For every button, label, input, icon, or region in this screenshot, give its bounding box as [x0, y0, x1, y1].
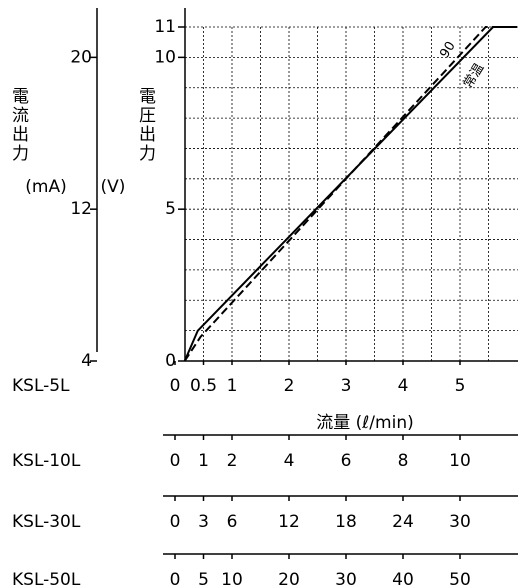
x-tick-label: 0: [170, 376, 181, 396]
x-tick-label: 3: [341, 376, 352, 396]
scale-name: KSL-10L: [12, 451, 81, 471]
scale-tick-label: 1: [198, 451, 209, 471]
x-tick-label: 1: [227, 376, 238, 396]
scale-tick-label: 6: [341, 451, 352, 471]
y-unit: (V): [101, 177, 126, 197]
scale-name: KSL-5L: [12, 376, 70, 396]
scale-tick-label: 40: [392, 570, 414, 588]
series-line: [183, 26, 517, 362]
series-label: 90: [437, 39, 458, 61]
series-label: 常温: [461, 61, 488, 91]
x-tick-label: 0.5: [190, 376, 217, 396]
scale-name: KSL-30L: [12, 512, 81, 532]
scale-tick-label: 20: [278, 570, 300, 588]
scale-tick-label: 8: [398, 451, 409, 471]
scale-tick-label: 18: [335, 512, 357, 532]
y-tick-label: 11: [154, 17, 176, 37]
y-label: 電圧出力: [135, 87, 156, 163]
scale-name: KSL-50L: [12, 570, 81, 588]
y-tick-label: 5: [165, 199, 176, 219]
scale-tick-label: 2: [227, 451, 238, 471]
x-tick-label: 2: [284, 376, 295, 396]
y2-tick-label: 20: [70, 47, 92, 67]
scale-tick-label: 0: [170, 570, 181, 588]
scale-tick-label: 10: [449, 451, 471, 471]
scale-tick-label: 0: [170, 451, 181, 471]
x-label: 流量 (ℓ/min): [316, 413, 413, 433]
y2-tick-label: 4: [81, 351, 92, 371]
scale-tick-label: 10: [221, 570, 243, 588]
scale-tick-label: 24: [392, 512, 414, 532]
scale-tick-label: 30: [449, 512, 471, 532]
scale-tick-label: 30: [335, 570, 357, 588]
scale-tick-label: 4: [284, 451, 295, 471]
x-tick-label: 5: [455, 376, 466, 396]
y2-unit: (mA): [25, 177, 66, 197]
y2-tick-label: 12: [70, 199, 92, 219]
scale-tick-label: 6: [227, 512, 238, 532]
scale-tick-label: 50: [449, 570, 471, 588]
y-tick-label: 10: [154, 47, 176, 67]
scale-tick-label: 12: [278, 512, 300, 532]
scale-tick-label: 0: [170, 512, 181, 532]
scale-tick-label: 5: [198, 570, 209, 588]
y-tick-label: 0: [165, 351, 176, 371]
scale-tick-label: 3: [198, 512, 209, 532]
y2-label: 電流出力: [8, 87, 29, 163]
x-tick-label: 4: [398, 376, 409, 396]
